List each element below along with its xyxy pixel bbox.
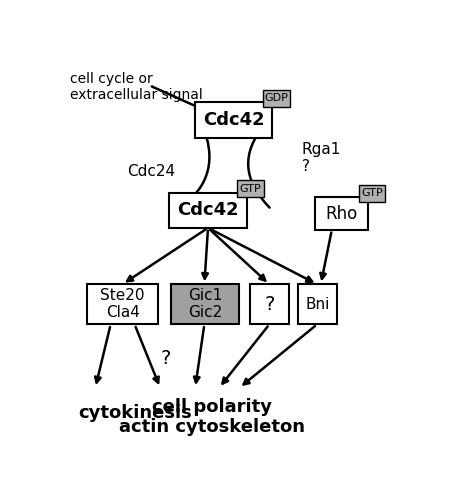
Text: Ste20
Cla4: Ste20 Cla4 <box>100 288 145 320</box>
Text: GTP: GTP <box>361 188 383 198</box>
Text: Cdc42: Cdc42 <box>177 201 239 219</box>
FancyBboxPatch shape <box>87 284 158 324</box>
Text: Cdc42: Cdc42 <box>203 111 264 129</box>
Text: Bni: Bni <box>305 297 329 312</box>
Text: GTP: GTP <box>240 184 262 194</box>
FancyBboxPatch shape <box>315 198 368 230</box>
FancyBboxPatch shape <box>358 185 385 201</box>
FancyBboxPatch shape <box>171 284 239 324</box>
Text: ?: ? <box>264 295 275 314</box>
Text: GDP: GDP <box>264 93 288 103</box>
Text: Rga1
?: Rga1 ? <box>301 142 341 174</box>
Text: Gic1
Gic2: Gic1 Gic2 <box>188 288 222 320</box>
FancyBboxPatch shape <box>237 180 264 197</box>
Text: cell cycle or
extracellular signal: cell cycle or extracellular signal <box>70 72 203 102</box>
FancyBboxPatch shape <box>298 284 337 324</box>
FancyBboxPatch shape <box>263 90 290 106</box>
FancyBboxPatch shape <box>250 284 289 324</box>
Text: ?: ? <box>161 349 171 368</box>
FancyBboxPatch shape <box>169 193 246 228</box>
Text: cytokinesis: cytokinesis <box>78 404 192 422</box>
Text: Rho: Rho <box>325 204 357 223</box>
Text: cell polarity
actin cytoskeleton: cell polarity actin cytoskeleton <box>118 397 305 436</box>
Text: Cdc24: Cdc24 <box>127 164 175 179</box>
FancyBboxPatch shape <box>195 102 272 138</box>
